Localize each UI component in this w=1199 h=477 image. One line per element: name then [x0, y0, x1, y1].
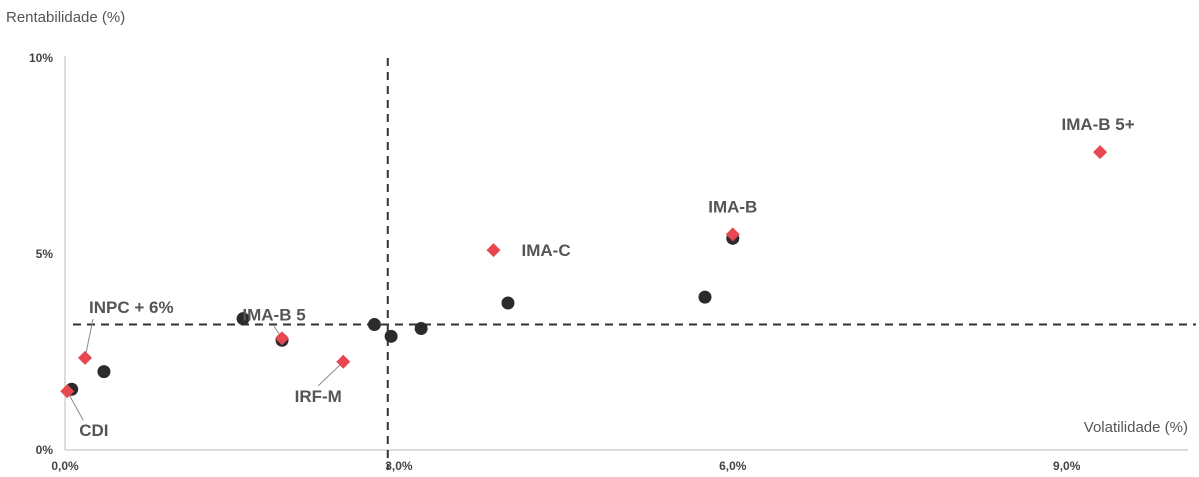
fund-point: [501, 296, 515, 310]
reference-lines-layer: [73, 58, 1196, 470]
benchmark-point: [60, 384, 75, 399]
fund-point: [414, 321, 428, 335]
benchmark-point: [725, 227, 740, 242]
benchmark-point: [1093, 145, 1108, 160]
benchmark-label: IRF-M: [295, 387, 342, 406]
x-tick-label: 0,0%: [51, 459, 79, 473]
benchmark-point: [486, 243, 501, 258]
benchmark-point: [336, 354, 351, 369]
benchmark-point: [78, 350, 93, 365]
y-tick-label: 10%: [29, 51, 53, 65]
axes-layer: [64, 56, 1188, 451]
fund-point: [384, 329, 398, 343]
x-tick-label: 6,0%: [719, 459, 747, 473]
fund-point: [367, 318, 381, 332]
label-connector: [66, 390, 84, 421]
y-tick-label: 5%: [36, 247, 54, 261]
y-axis-title: Rentabilidade (%): [6, 9, 125, 26]
benchmark-point: [275, 331, 290, 346]
x-tick-label: 3,0%: [385, 459, 413, 473]
data-points-layer: [60, 145, 1108, 399]
fund-point: [698, 290, 712, 304]
label-connector: [317, 361, 344, 387]
x-axis-title: Volatilidade (%): [1084, 419, 1188, 436]
benchmark-label: INPC + 6%: [89, 298, 174, 317]
x-tick-label: 9,0%: [1053, 459, 1081, 473]
benchmark-label: CDI: [79, 421, 108, 440]
fund-point: [97, 365, 111, 379]
y-tick-label: 0%: [36, 443, 54, 457]
benchmark-label: IMA-C: [522, 241, 571, 260]
label-connector: [84, 318, 94, 358]
benchmark-label: IMA-B 5+: [1061, 115, 1134, 134]
benchmark-label: IMA-B: [708, 197, 757, 216]
fund-point: [236, 312, 250, 326]
text-layer: Rentabilidade (%) Volatilidade (%) 0% 5% 1…: [6, 9, 1188, 473]
benchmark-label: IMA-B 5: [242, 305, 305, 324]
